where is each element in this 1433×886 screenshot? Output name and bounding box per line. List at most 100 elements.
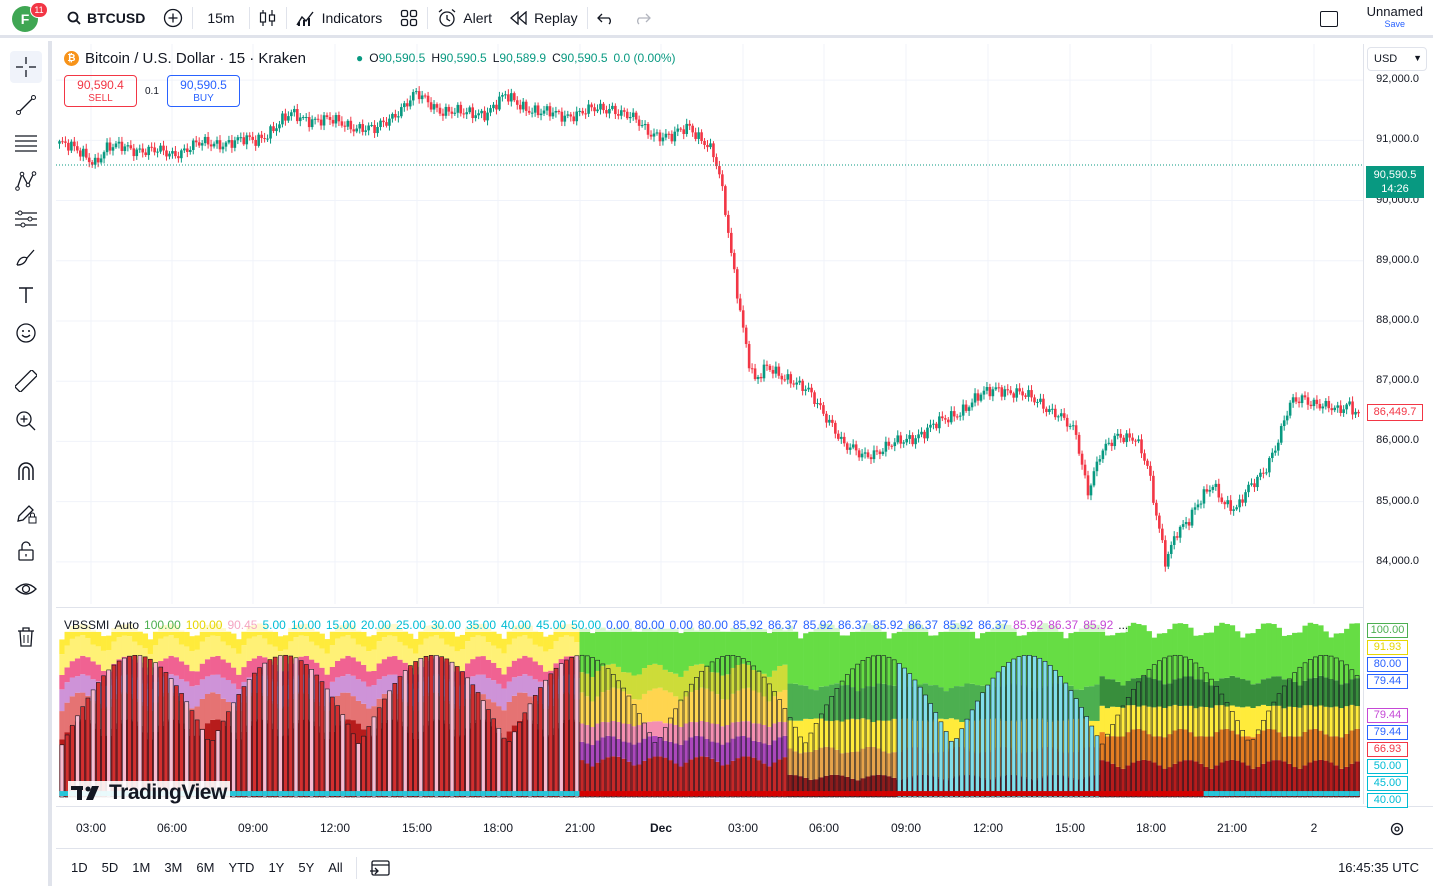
candle-body (988, 387, 992, 397)
indicator-strip (230, 791, 237, 797)
candle-body (1262, 472, 1265, 474)
indicator-band (1193, 679, 1199, 709)
indicator-strip (647, 791, 653, 797)
forecast-tool[interactable] (10, 203, 42, 235)
settings-gear-icon[interactable] (1389, 821, 1405, 837)
crosshair-tool[interactable] (10, 51, 42, 83)
trend-line-tool[interactable] (10, 89, 42, 121)
indicator-bar (871, 655, 876, 798)
lock-all-tool[interactable] (10, 535, 42, 567)
ohlc-values: ● O90,590.5 H90,590.5 L90,589.9 C90,590.… (356, 51, 676, 65)
emoji-tool[interactable] (10, 317, 42, 349)
redo-button[interactable] (624, 0, 660, 37)
indicator-bar (423, 656, 429, 798)
indicator-value: 90.45 (227, 618, 258, 632)
indicator-bar (418, 658, 424, 798)
indicator-band (418, 630, 424, 645)
zoom-tool[interactable] (10, 405, 42, 437)
indicator-value: 0.00 (606, 618, 630, 632)
interval-button[interactable]: 15m (193, 0, 248, 37)
candle-body (1285, 415, 1289, 421)
indicator-band (308, 641, 315, 660)
fib-tool[interactable] (10, 127, 42, 159)
remove-drawings-tool[interactable] (10, 621, 42, 653)
save-layout-button[interactable]: Unnamed Save (1367, 4, 1423, 29)
magnet-tool[interactable] (10, 455, 42, 487)
indicator-band (943, 691, 950, 720)
candle-body (964, 404, 968, 411)
replay-button[interactable]: Replay (501, 0, 587, 37)
date-range-icon[interactable] (369, 859, 391, 877)
candle-body (715, 157, 718, 167)
time-axis[interactable]: 03:00 06:00 09:00 12:00 15:00 18:00 21:00 Dec 03… (56, 806, 1433, 848)
indicator-strip (1318, 791, 1324, 797)
candle-body (628, 117, 632, 119)
indicator-band (189, 650, 195, 672)
alert-button[interactable]: Alert (428, 0, 501, 37)
range-button-1y[interactable]: 1Y (268, 860, 285, 875)
hide-drawings-tool[interactable] (10, 573, 42, 605)
indicator-strip (1333, 791, 1339, 797)
indicator-value: 80.00 (634, 618, 665, 632)
clock-timezone[interactable]: 16:45:35 UTC (1338, 860, 1419, 875)
pattern-tool[interactable] (10, 165, 42, 197)
candle-body (1146, 460, 1149, 466)
ruler-tool[interactable] (10, 365, 42, 397)
indicator-band (485, 628, 492, 643)
range-button-3m[interactable]: 3M (164, 860, 183, 875)
tradingview-logo[interactable]: TradingView (68, 781, 230, 805)
range-button-5y[interactable]: 5Y (298, 860, 315, 875)
compare-button[interactable] (154, 0, 192, 37)
brush-tool[interactable] (10, 241, 42, 273)
candle-body (1253, 483, 1256, 488)
indicator-strip (678, 791, 684, 797)
range-button-1m[interactable]: 1M (132, 860, 151, 875)
indicator-band (553, 641, 559, 664)
indicator-band (163, 658, 169, 677)
range-button-ytd[interactable]: YTD (228, 860, 255, 875)
symbol-legend[interactable]: ₿ Bitcoin / U.S. Dollar · 15 · Kraken (64, 50, 306, 67)
candle-body (1217, 483, 1221, 498)
pencil-lock-icon (17, 505, 37, 524)
symbol-search[interactable]: BTCUSD (58, 0, 154, 37)
indicator-band (730, 627, 736, 668)
sell-button[interactable]: 90,590.4 SELL (64, 75, 137, 107)
price-axis[interactable]: 92,000.0 91,000.0 90,000.0 89,000.0 88,000.0… (1363, 44, 1433, 804)
range-button-all[interactable]: All (328, 860, 343, 875)
indicator-pane[interactable] (56, 607, 1363, 804)
layout-select-icon[interactable] (1320, 11, 1338, 27)
undo-button[interactable] (588, 0, 624, 37)
candle-body (486, 112, 489, 121)
indicator-band (308, 659, 315, 678)
candle-body (712, 143, 715, 158)
indicator-bar (699, 670, 705, 798)
range-button-6m[interactable]: 6M (196, 860, 215, 875)
buy-button[interactable]: 90,590.5 BUY (167, 75, 240, 107)
chart-type-button[interactable] (250, 0, 286, 37)
indicator-band (886, 638, 892, 686)
indicator-axis-tag: 91.93 (1367, 640, 1408, 655)
range-button-5d[interactable]: 5D (101, 860, 119, 875)
indicators-button[interactable]: Indicators (287, 0, 392, 37)
lock-drawing-tool[interactable] (10, 497, 42, 529)
indicator-band (751, 628, 757, 670)
price-chart[interactable] (56, 44, 1363, 604)
indicator-legend[interactable]: VBSSMI Auto 100.00 100.00 90.45 5.00 10.00 15… (64, 618, 1129, 632)
user-avatar[interactable]: F (12, 6, 38, 32)
currency-select[interactable]: USD ▼ (1367, 47, 1427, 71)
indicator-bar (454, 666, 460, 798)
text-tool[interactable] (10, 279, 42, 311)
indicator-band (1338, 737, 1345, 769)
indicator-band (709, 629, 715, 673)
candle-body (453, 112, 457, 114)
candle-body (1021, 391, 1024, 396)
candle-body (1247, 484, 1250, 493)
range-button-1d[interactable]: 1D (71, 860, 88, 875)
indicator-band (1177, 678, 1184, 706)
indicator-band (881, 751, 887, 776)
candle-body (593, 107, 596, 112)
indicator-band (579, 741, 585, 761)
indicator-band (569, 636, 575, 657)
indicator-bar (902, 667, 907, 798)
templates-button[interactable] (391, 0, 427, 37)
